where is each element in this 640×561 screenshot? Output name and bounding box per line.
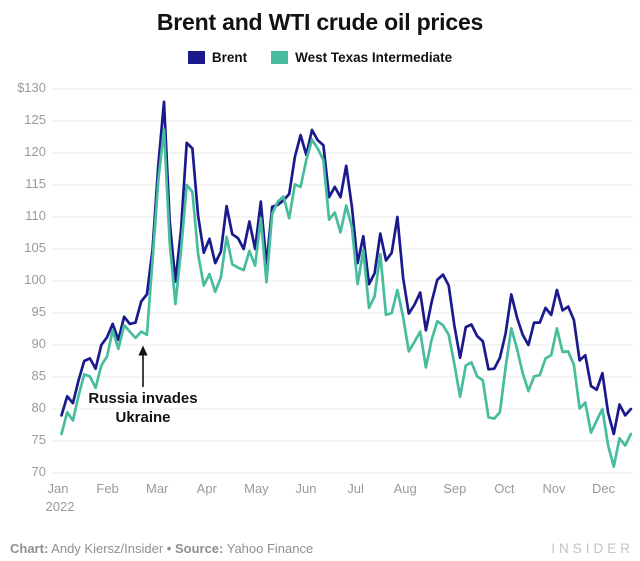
y-tick-label: 95 (31, 304, 46, 319)
y-tick-label: 90 (31, 336, 46, 351)
footer-credits: Chart: Andy Kiersz/Insider • Source: Yah… (10, 541, 313, 556)
x-tick-label-feb: Feb (96, 481, 119, 496)
x-axis-year-label: 2022 (45, 499, 75, 514)
wti-legend-label: West Texas Intermediate (295, 50, 453, 65)
brent-price-line (60, 100, 633, 436)
annotation-arrow (138, 345, 148, 387)
footer-source-label: Source: (171, 541, 224, 556)
wti-price-line (60, 127, 633, 468)
footer-bullet: • (166, 541, 172, 556)
brent-legend-label: Brent (211, 50, 248, 65)
x-tick-label-jul: Jul (347, 481, 364, 496)
footer-chart-value: Andy Kiersz/Insider (48, 541, 167, 556)
footer-source-value: Yahoo Finance (223, 541, 314, 556)
x-tick-label-aug: Aug (393, 481, 417, 496)
series-lines (60, 100, 633, 468)
insider-logo: INSIDER (551, 541, 634, 556)
y-tick-label: 115 (25, 176, 46, 191)
y-tick-label: 100 (24, 272, 46, 287)
x-tick-label-apr: Apr (196, 481, 217, 496)
wti-color-swatch (271, 51, 289, 64)
x-tick-label-nov: Nov (542, 481, 566, 496)
brent-color-swatch (187, 51, 205, 64)
y-tick-label: 110 (25, 208, 46, 223)
y-tick-label: 80 (31, 400, 46, 415)
x-tick-label-jan: Jan (47, 481, 69, 496)
y-tick-label: 70 (31, 464, 46, 479)
x-tick-label-sep: Sep (443, 481, 467, 496)
legend: Brent West Texas Intermediate (0, 50, 640, 65)
legend-item-wti: West Texas Intermediate (271, 50, 452, 65)
arrow-head-icon (138, 345, 148, 356)
x-tick-label-oct: Oct (494, 481, 515, 496)
y-tick-label: 125 (24, 112, 46, 127)
footer-chart-label: Chart: (10, 541, 49, 556)
y-tick-label: 105 (24, 240, 46, 255)
y-tick-label: $130 (17, 80, 46, 95)
x-tick-label-dec: Dec (592, 481, 616, 496)
legend-item-brent: Brent (187, 50, 248, 65)
annotation-russia-invades-ukraine: Russia invades Ukraine (53, 389, 233, 427)
y-tick-label: 85 (31, 368, 46, 383)
y-tick-label: 75 (31, 432, 46, 447)
y-tick-label: 120 (24, 144, 46, 159)
annotation-line-1: Russia invades (88, 390, 198, 407)
x-tick-label-jun: Jun (295, 481, 317, 496)
chart-title: Brent and WTI crude oil prices (156, 9, 484, 35)
x-tick-label-mar: Mar (145, 481, 169, 496)
annotation-line-2: Ukraine (115, 409, 171, 426)
x-tick-label-may: May (244, 481, 269, 496)
